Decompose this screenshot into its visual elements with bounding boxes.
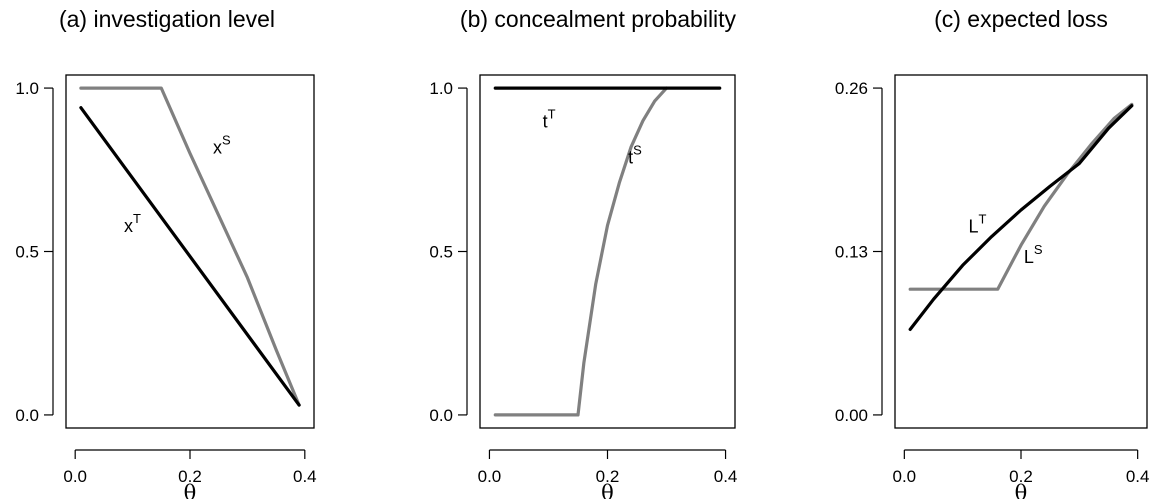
chart-1-series-label-base: t bbox=[628, 147, 633, 167]
chart-2-plot-frame bbox=[894, 74, 1148, 429]
chart-0-y-tick-label: 1.0 bbox=[15, 79, 39, 98]
chart-1-plot-frame bbox=[479, 74, 736, 429]
chart-2-x-tick-label: 0.0 bbox=[893, 467, 917, 486]
chart-0-series-1-line bbox=[79, 106, 301, 407]
chart-2-x-tick-label: 0.2 bbox=[1009, 467, 1033, 486]
chart-0-title: (a) investigation level bbox=[59, 6, 275, 32]
chart-0-x-axis-label: θ bbox=[184, 481, 197, 499]
chart-1-title: (b) concealment probability bbox=[460, 6, 737, 32]
chart-0-series-label-sup: T bbox=[133, 211, 141, 226]
chart-0-series-label: xS bbox=[213, 132, 231, 157]
chart-1-series-label: tT bbox=[543, 106, 556, 131]
chart-1-series-0-line bbox=[493, 86, 669, 417]
chart-2-title: (c) expected loss bbox=[934, 6, 1108, 32]
chart-2-x-tick-label: 0.4 bbox=[1126, 467, 1150, 486]
chart-0-panel: (a) investigation level 0.0 0.2 0.4 θ 0.0 0.5 1… bbox=[15, 6, 316, 499]
chart-0-series-label: xT bbox=[124, 211, 141, 236]
chart-0-series-label-sup: S bbox=[222, 132, 231, 147]
chart-2-series-0-line bbox=[908, 102, 1134, 291]
chart-1-series-label-base: t bbox=[543, 111, 548, 131]
chart-0-series-label-base: x bbox=[124, 216, 133, 236]
chart-0-y-tick-label: 0.0 bbox=[15, 406, 39, 425]
chart-2-series-label: LT bbox=[969, 212, 987, 237]
chart-1-y-tick-label: 0.0 bbox=[429, 406, 453, 425]
chart-0-series-0-line bbox=[79, 86, 301, 407]
chart-0-series-label-base: x bbox=[213, 137, 222, 157]
chart-2-series-label-sup: S bbox=[1034, 242, 1043, 257]
chart-2-panel: (c) expected loss 0.0 0.2 0.4 θ 0.00 0.13 0.26 L… bbox=[835, 6, 1150, 499]
chart-1-series-label-sup: T bbox=[548, 106, 556, 121]
chart-0-y-tick-label: 0.5 bbox=[15, 243, 39, 262]
chart-2-y-tick-label: 0.26 bbox=[835, 79, 868, 98]
chart-0-x-tick-label: 0.0 bbox=[63, 467, 87, 486]
chart-1-x-axis-label: θ bbox=[601, 481, 614, 499]
chart-1-x-tick-label: 0.4 bbox=[714, 467, 738, 486]
chart-1-series-label: tS bbox=[628, 142, 642, 167]
chart-2-series-label-base: L bbox=[1024, 247, 1034, 267]
chart-2-series-label: LS bbox=[1024, 242, 1043, 267]
chart-2-series-1-line bbox=[908, 104, 1134, 331]
chart-0-x-tick-label: 0.4 bbox=[293, 467, 317, 486]
chart-2-series-label-base: L bbox=[969, 217, 979, 237]
chart-1-y-tick-label: 0.5 bbox=[429, 243, 453, 262]
chart-1-panel: (b) concealment probability 0.0 0.2 0.4 θ 0.0… bbox=[429, 6, 737, 499]
chart-1-series-label-sup: S bbox=[633, 142, 642, 157]
chart-0-plot-frame bbox=[65, 74, 315, 429]
chart-2-series-label-sup: T bbox=[979, 212, 987, 227]
chart-1-x-tick-label: 0.0 bbox=[478, 467, 502, 486]
chart-0-x-tick-label: 0.2 bbox=[178, 467, 202, 486]
chart-2-y-tick-label: 0.00 bbox=[835, 406, 868, 425]
chart-1-x-tick-label: 0.2 bbox=[596, 467, 620, 486]
chart-1-y-tick-label: 1.0 bbox=[429, 79, 453, 98]
chart-2-x-axis-label: θ bbox=[1015, 481, 1028, 499]
chart-2-y-tick-label: 0.13 bbox=[835, 243, 868, 262]
